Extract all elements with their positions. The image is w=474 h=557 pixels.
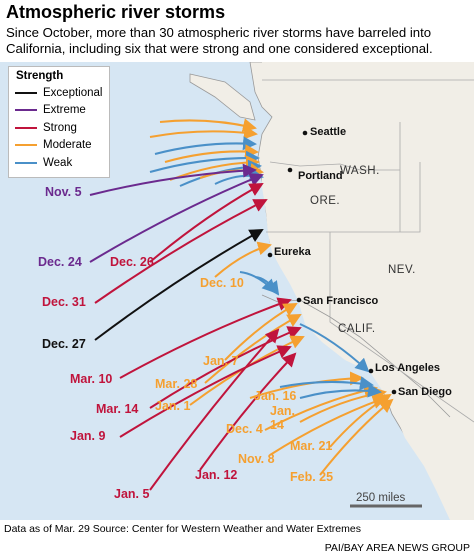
storm-arrow — [119, 297, 292, 379]
credit: PAI/BAY AREA NEWS GROUP — [324, 542, 470, 554]
legend-swatch — [15, 144, 37, 147]
storm-arrow — [119, 345, 292, 438]
storm-arrow — [214, 241, 272, 278]
storm-arrow — [254, 276, 280, 296]
storm-arrow — [199, 352, 297, 471]
storm-label: Jan. 12 — [195, 468, 238, 482]
storm-arrow — [149, 326, 302, 409]
subtitle: Since October, more than 30 atmospheric … — [6, 25, 433, 56]
legend-label: Strong — [43, 121, 77, 134]
storm-arrow — [269, 395, 387, 456]
storm-arrow — [279, 376, 374, 391]
city-label: San Diego — [398, 386, 452, 398]
map — [0, 62, 474, 520]
legend-item: Weak — [9, 154, 109, 172]
storm-label: Jan. 1 — [155, 399, 191, 413]
city-label: Eureka — [274, 246, 311, 258]
storm-arrow — [299, 383, 382, 399]
state-label: ORE. — [310, 195, 341, 207]
legend-item: Exceptional — [9, 84, 109, 102]
storm-label: Mar. 28 — [155, 377, 198, 391]
storm-label: Dec. 26 — [110, 255, 154, 269]
city-label: Seattle — [310, 126, 347, 138]
storm-label: Jan. 5 — [114, 487, 150, 501]
storm-arrow — [89, 163, 257, 196]
storm-label: Dec. 31 — [42, 295, 86, 309]
state-label: CALIF. — [338, 323, 376, 335]
legend-swatch — [15, 126, 37, 129]
storm-arrow — [149, 125, 258, 140]
storm-label: Nov. 5 — [45, 185, 82, 199]
legend-label: Exceptional — [43, 86, 103, 99]
footer: Data as of Mar. 29 Source: Center for We… — [4, 523, 361, 535]
storm-arrow — [319, 398, 394, 476]
city-label: San Francisco — [303, 295, 379, 307]
legend-swatch — [15, 91, 37, 94]
storm-arrow — [154, 136, 257, 155]
storm-label: Dec. 24 — [38, 255, 82, 269]
storm-label: Feb. 25 — [290, 470, 334, 484]
storm-arrow — [149, 183, 264, 263]
legend-swatch — [15, 161, 37, 164]
legend-item: Extreme — [9, 102, 109, 120]
storm-arrow — [149, 328, 280, 491]
storm-label: Dec. 4 — [226, 422, 263, 436]
storm-arrow — [94, 229, 264, 341]
legend-label: Moderate — [43, 139, 92, 152]
storm-label: Mar. 14 — [96, 402, 139, 416]
legend-swatch — [15, 109, 37, 112]
legend-item: Moderate — [9, 137, 109, 155]
legend-title: Strength — [16, 70, 64, 82]
city-dots — [267, 130, 397, 395]
storm-label: Dec. 10 — [200, 276, 244, 290]
city-label: Portland — [298, 170, 343, 182]
storm-label: Dec. 27 — [42, 337, 86, 351]
borders — [262, 79, 474, 423]
land-fill — [262, 62, 474, 520]
storm-label: Nov. 8 — [238, 452, 275, 466]
storm-label: Jan. 16 — [254, 389, 297, 403]
scale-label: 250 miles — [356, 492, 406, 504]
storm-label: Jan. 7 — [203, 354, 239, 368]
state-label: WASH. — [340, 165, 380, 177]
legend-label: Extreme — [43, 104, 86, 117]
city-label: Los Angeles — [375, 362, 440, 374]
legend-item: Strong — [9, 119, 109, 137]
storm-label: Mar. 10 — [70, 372, 113, 386]
state-label: NEV. — [388, 264, 416, 276]
storm-arrow — [299, 323, 370, 373]
storm-arrow — [94, 199, 268, 304]
title: Atmospheric river storms — [6, 2, 226, 22]
storm-label: Mar. 21 — [290, 439, 333, 453]
storm-arrow — [89, 173, 264, 263]
storm-arrow — [224, 303, 298, 361]
storm-label: Jan. 9 — [70, 429, 106, 443]
storm-label: Jan. 14 — [270, 404, 296, 432]
storm-arrow — [204, 314, 302, 384]
legend-label: Weak — [43, 156, 73, 169]
legend: Strength Exceptional Extreme Strong Moderat… — [8, 66, 110, 178]
